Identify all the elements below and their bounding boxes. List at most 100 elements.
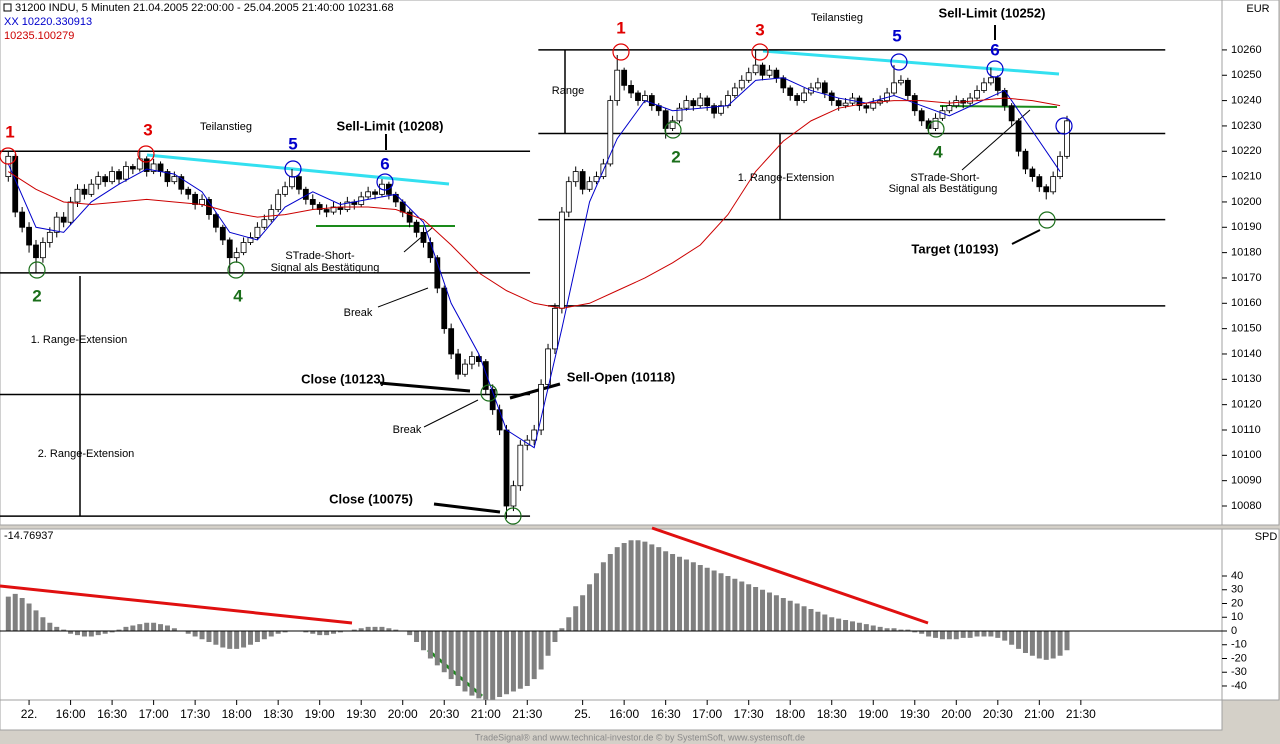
divergence-line <box>0 584 353 625</box>
oscillator-bar <box>109 630 115 633</box>
candle-body <box>1064 120 1070 157</box>
candle-body <box>503 429 510 507</box>
candle-body <box>621 69 628 86</box>
oscillator-bar <box>580 595 586 631</box>
annotation: STrade-Short- <box>285 250 355 262</box>
y-tick-label: 40 <box>1231 570 1243 582</box>
candle-body <box>787 87 794 96</box>
oscillator-value: -14.76937 <box>4 530 54 542</box>
oscillator-bar <box>434 630 440 666</box>
oscillator-bar <box>88 630 94 637</box>
annotation: 1 <box>616 18 625 37</box>
candle-body <box>987 77 994 84</box>
annotation: 5 <box>892 26 901 45</box>
x-tick-label: 18:30 <box>817 707 847 721</box>
marker-circle <box>890 53 908 71</box>
oscillator-bar <box>137 624 143 631</box>
oscillator-bar <box>54 626 60 631</box>
oscillator-bar <box>780 598 786 631</box>
y-tick-label: 10250 <box>1231 69 1262 81</box>
oscillator-bar <box>566 617 572 631</box>
moving-average <box>7 77 1061 449</box>
oscillator-bar <box>856 622 862 631</box>
candle-body <box>413 221 420 233</box>
annotation: Break <box>393 424 422 436</box>
candle-body <box>185 188 192 195</box>
pointer <box>1011 229 1041 245</box>
candle-body <box>1043 186 1050 193</box>
oscillator-bar <box>1043 630 1049 660</box>
y-tick-label: -20 <box>1231 652 1247 664</box>
candle-body <box>171 176 178 183</box>
oscillator-bar <box>656 547 662 631</box>
y-tick-label: 10090 <box>1231 475 1262 487</box>
moving-average <box>8 97 1061 309</box>
candle-body <box>81 188 88 195</box>
x-tick-label: 17:30 <box>734 707 764 721</box>
oscillator-bar <box>337 630 343 633</box>
oscillator-bar <box>628 540 634 631</box>
candle-body <box>891 82 897 94</box>
oscillator-bar <box>1050 630 1056 659</box>
oscillator-bar <box>946 630 952 640</box>
y-tick-label: 10120 <box>1231 399 1262 411</box>
oscillator-bar <box>760 589 766 631</box>
candle-body <box>219 226 226 241</box>
oscillator-bar <box>158 624 164 631</box>
oscillator-bar <box>213 630 219 645</box>
price-panel <box>0 0 1223 526</box>
y-tick-label: 20 <box>1231 597 1243 609</box>
oscillator-bar <box>552 630 558 642</box>
oscillator-bar <box>199 630 205 640</box>
annotation: 4 <box>933 142 943 161</box>
oscillator-bar <box>12 593 18 631</box>
oscillator-bar <box>504 630 510 695</box>
footer: TradeSignal® and www.technical-investor.… <box>475 732 805 742</box>
oscillator-bar <box>497 630 503 697</box>
candle-body <box>1050 176 1057 193</box>
oscillator-bar <box>967 630 973 638</box>
candle-body <box>932 117 939 129</box>
marker-circle <box>376 173 394 191</box>
oscillator-bar <box>822 614 828 631</box>
oscillator-bar <box>102 630 108 634</box>
annotation: Teilanstieg <box>811 12 863 24</box>
annotation: 6 <box>380 154 389 173</box>
oscillator-bar <box>331 630 337 634</box>
candle-body <box>469 356 475 365</box>
oscillator-bar <box>247 630 253 645</box>
oscillator-bar <box>863 624 869 631</box>
candle-body <box>1015 120 1022 152</box>
x-tick-label: 17:30 <box>180 707 210 721</box>
oscillator-bar <box>1036 630 1042 659</box>
x-tick-label: 16:30 <box>97 707 127 721</box>
y-tick-label: -30 <box>1231 666 1247 678</box>
oscillator-bar <box>420 630 426 651</box>
candle-body <box>365 191 372 198</box>
annotation: Close (10075) <box>329 491 413 506</box>
y-tick-label: 10240 <box>1231 95 1262 107</box>
candle-body <box>441 287 448 330</box>
candle-body <box>199 199 205 205</box>
candle-body <box>455 353 461 375</box>
candle-body <box>462 363 468 375</box>
candle-body <box>74 188 81 203</box>
indicator-2: 10235.100279 <box>4 30 74 42</box>
trend-line <box>146 153 450 186</box>
candle-body <box>95 176 102 185</box>
candle-body <box>150 163 157 172</box>
candle-body <box>254 226 261 238</box>
x-tick-label: 17:00 <box>139 707 169 721</box>
oscillator-bar <box>524 630 530 686</box>
candle-body <box>579 171 586 190</box>
candle-body <box>565 181 572 213</box>
candle-body <box>690 100 697 107</box>
candle-body <box>309 199 316 205</box>
annotation: 1 <box>5 122 14 141</box>
annotation: Range <box>552 85 584 97</box>
candle-body <box>102 176 109 183</box>
oscillator-bar <box>649 544 655 631</box>
x-tick-label: 16:00 <box>609 707 639 721</box>
candle-body <box>109 171 115 183</box>
candle-body <box>192 193 199 205</box>
